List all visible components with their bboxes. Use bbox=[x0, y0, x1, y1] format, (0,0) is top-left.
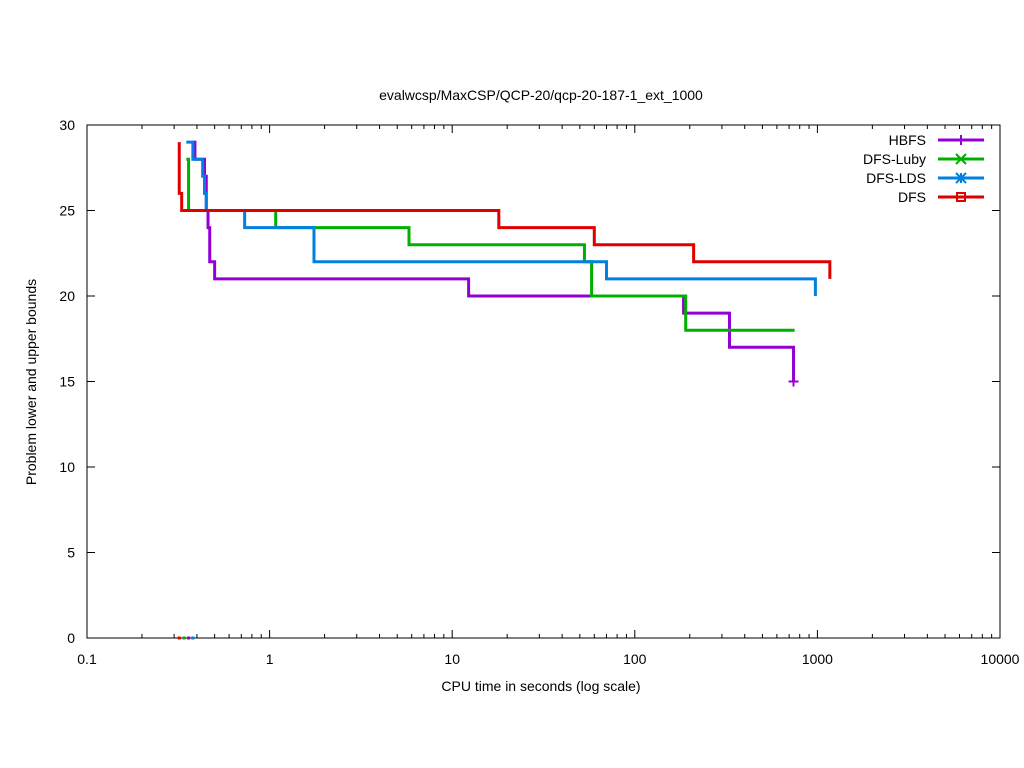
axes: 0 5 10 15 20 25 30 0.1 1 10 100 1000 10000 bbox=[59, 117, 1019, 667]
x-tick-label: 1 bbox=[266, 651, 274, 667]
x-tick-label: 100 bbox=[623, 651, 647, 667]
x-tick-label: 10000 bbox=[981, 651, 1020, 667]
legend-marker bbox=[955, 153, 967, 165]
legend: HBFS DFS-Luby DFS-LDS DFS bbox=[863, 132, 984, 205]
y-tick-label: 20 bbox=[59, 288, 75, 304]
plot-frame bbox=[86, 124, 1001, 639]
legend-marker bbox=[956, 135, 966, 145]
legend-label: DFS bbox=[898, 189, 926, 205]
legend-marker bbox=[955, 172, 967, 184]
x-tick-label: 0.1 bbox=[77, 651, 97, 667]
series-group bbox=[177, 140, 832, 640]
x-axis-label: CPU time in seconds (log scale) bbox=[441, 678, 640, 694]
x-tick-label: 10 bbox=[444, 651, 460, 667]
plot-area bbox=[86, 124, 1001, 639]
y-axis-label: Problem lower and upper bounds bbox=[23, 279, 39, 485]
y-tick-label: 25 bbox=[59, 203, 75, 219]
series-line-dfs-luby bbox=[186, 157, 795, 332]
y-tick-label: 30 bbox=[59, 117, 75, 133]
chart-title: evalwcsp/MaxCSP/QCP-20/qcp-20-187-1_ext_… bbox=[379, 87, 703, 103]
y-tick-label: 0 bbox=[67, 630, 75, 646]
x-tick-label: 1000 bbox=[802, 651, 833, 667]
y-tick-label: 5 bbox=[67, 545, 75, 561]
series-line-dfs bbox=[177, 142, 832, 279]
legend-label: DFS-Luby bbox=[863, 151, 926, 167]
y-tick-label: 15 bbox=[59, 374, 75, 390]
series-line-dfs-lds bbox=[186, 140, 817, 296]
y-tick-label: 10 bbox=[59, 459, 75, 475]
legend-label: HBFS bbox=[889, 132, 926, 148]
series-line-hbfs bbox=[192, 140, 796, 382]
legend-marker bbox=[956, 192, 966, 202]
series-end-marker bbox=[788, 376, 799, 387]
legend-label: DFS-LDS bbox=[866, 170, 926, 186]
